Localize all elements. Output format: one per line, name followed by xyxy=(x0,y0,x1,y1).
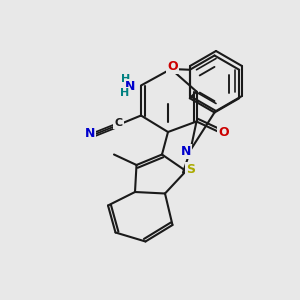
Text: O: O xyxy=(167,60,178,73)
Text: N: N xyxy=(181,145,191,158)
Text: H: H xyxy=(120,88,129,98)
Text: C: C xyxy=(114,118,123,128)
Text: O: O xyxy=(218,125,229,139)
Text: N: N xyxy=(85,127,95,140)
Text: S: S xyxy=(186,163,195,176)
Text: N: N xyxy=(125,80,136,94)
Text: H: H xyxy=(122,74,130,85)
